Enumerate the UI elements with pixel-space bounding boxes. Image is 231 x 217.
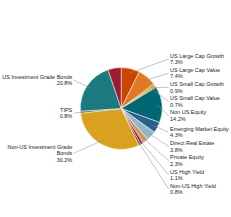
- leader-line: [153, 125, 169, 132]
- value-label: 4.3%: [170, 132, 183, 138]
- category-label-line: Private Equity: [170, 154, 204, 160]
- leader-line: [157, 105, 169, 116]
- category-label-line: Non-US Investment Grade: [7, 144, 72, 150]
- leader-lines: [74, 59, 169, 189]
- leader-line: [148, 133, 169, 147]
- slice-label: US Small Cap Growth0.9%: [170, 81, 224, 94]
- value-label: 2.3%: [170, 161, 183, 167]
- category-label-line: TIPS: [60, 107, 73, 113]
- category-label-line: US High Yield: [170, 169, 204, 175]
- leader-line: [152, 89, 169, 101]
- category-label-line: US Small Cap Growth: [170, 81, 224, 87]
- pie-slice: [81, 109, 139, 150]
- chart-container: US Large Cap Growth7.3%US Large Cap Valu…: [0, 0, 231, 217]
- category-label: US High Yield: [170, 169, 204, 175]
- value-label: 7.3%: [170, 59, 183, 65]
- category-label: US Small Cap Value: [170, 95, 220, 101]
- slice-label: US Small Cap Value0.7%: [170, 95, 220, 108]
- category-label-line: Direct Real Estate: [170, 140, 214, 146]
- category-label: US Large Cap Growth: [170, 53, 224, 59]
- category-label: Non US Equity: [170, 109, 206, 115]
- category-label-line: Bonds: [57, 150, 73, 156]
- category-label-line: US Large Cap Value: [170, 67, 220, 73]
- leader-line: [143, 137, 169, 160]
- slice-label: US High Yield1.1%: [170, 169, 204, 182]
- category-label: US Small Cap Growth: [170, 81, 224, 87]
- leader-line: [144, 73, 168, 81]
- category-label: Direct Real Estate: [170, 140, 214, 146]
- category-label: US Large Cap Value: [170, 67, 220, 73]
- slice-label: Direct Real Estate3.8%: [170, 140, 214, 153]
- leader-line: [129, 59, 168, 74]
- category-label-line: Non US Equity: [170, 109, 206, 115]
- category-label: Non-US Investment GradeBonds: [7, 144, 72, 157]
- category-label: Non-US High Yield: [170, 183, 216, 189]
- value-label: 30.2%: [57, 157, 73, 163]
- slice-label: TIPS0.8%: [60, 107, 73, 120]
- category-label-line: US Investment Grade Bonds: [2, 74, 72, 80]
- category-label-line: US Small Cap Value: [170, 95, 220, 101]
- category-label: Emerging Market Equity: [170, 126, 229, 132]
- chart-svg: US Large Cap Growth7.3%US Large Cap Valu…: [0, 0, 231, 217]
- leader-line: [139, 140, 168, 175]
- labels: US Large Cap Growth7.3%US Large Cap Valu…: [2, 53, 229, 196]
- leader-line: [138, 141, 169, 189]
- slice-label: Non US Equity14.2%: [170, 109, 206, 122]
- value-label: 0.7%: [170, 102, 183, 108]
- category-label: US Investment Grade Bonds: [2, 74, 72, 80]
- leader-line: [74, 80, 91, 88]
- slice-label: Non-US Investment GradeBonds30.2%: [7, 144, 72, 163]
- category-label: TIPS: [60, 107, 73, 113]
- value-label: 20.8%: [57, 80, 73, 86]
- value-label: 3.8%: [170, 147, 183, 153]
- slice-label: US Investment Grade Bonds20.8%: [2, 74, 72, 87]
- leader-line: [74, 140, 104, 153]
- slices: [80, 68, 162, 150]
- value-label: 0.9%: [170, 88, 183, 94]
- leader-line: [74, 112, 86, 113]
- leader-line: [151, 87, 169, 88]
- category-label: Private Equity: [170, 154, 204, 160]
- slice-label: Non-US High Yield0.8%: [170, 183, 216, 196]
- pie-slice: [108, 68, 121, 109]
- slice-label: US Large Cap Value7.4%: [170, 67, 220, 80]
- slice-label: US Large Cap Growth7.3%: [170, 53, 224, 66]
- slice-label: Emerging Market Equity4.3%: [170, 126, 229, 139]
- value-label: 14.2%: [170, 116, 186, 122]
- category-label-line: Emerging Market Equity: [170, 126, 229, 132]
- category-label-line: Non-US High Yield: [170, 183, 216, 189]
- value-label: 1.1%: [170, 175, 183, 181]
- slice-label: Private Equity2.3%: [170, 154, 204, 167]
- value-label: 0.8%: [60, 113, 73, 119]
- value-label: 7.4%: [170, 73, 183, 79]
- category-label-line: US Large Cap Growth: [170, 53, 224, 59]
- value-label: 0.8%: [170, 189, 183, 195]
